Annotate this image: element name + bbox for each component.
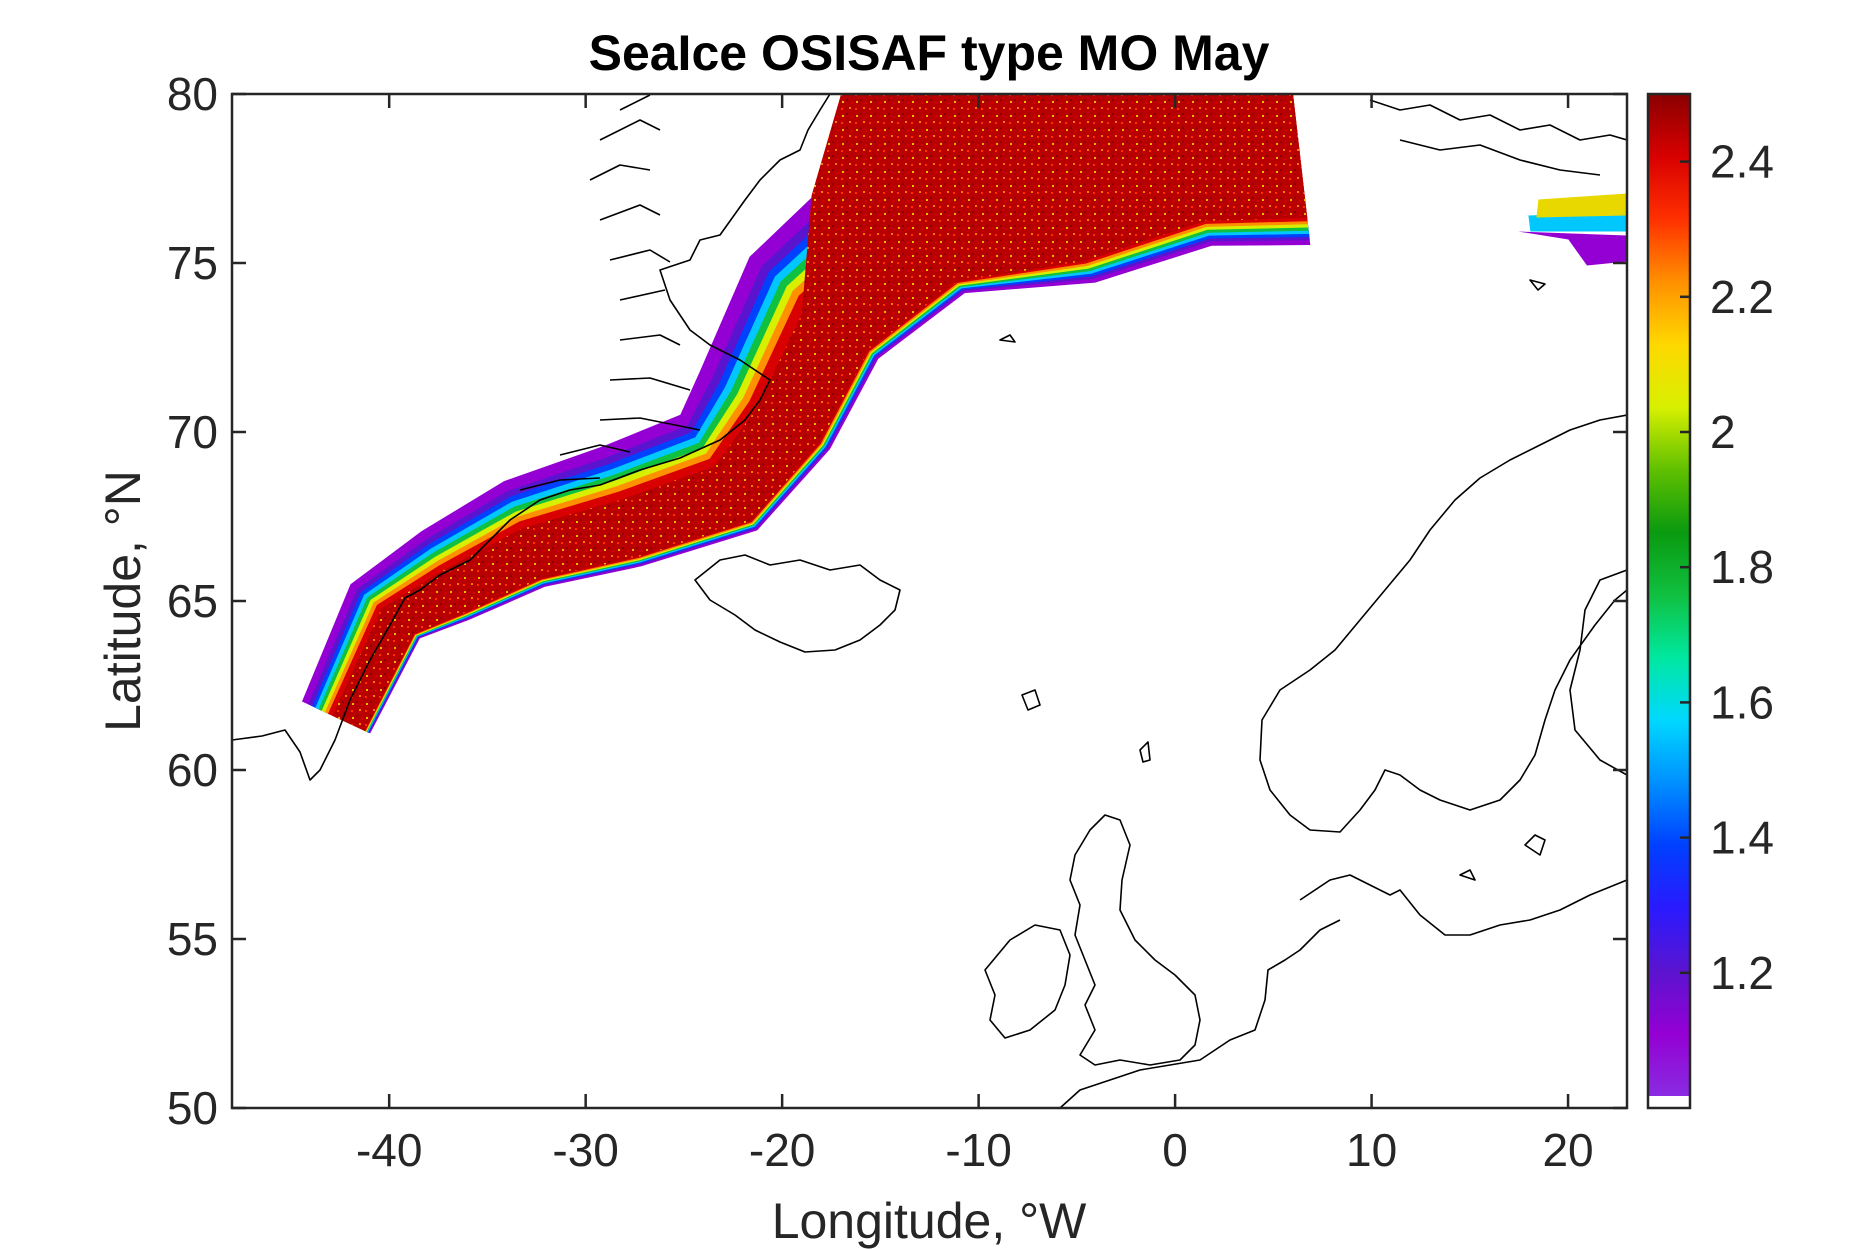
ice-contour-band: [332, 94, 1308, 731]
x-tick-label: -20: [749, 1124, 815, 1176]
chart-title: SeaIce OSISAF type MO May: [589, 25, 1270, 81]
colorbar-frame: [1646, 92, 1692, 1110]
iceland-coast: [694, 554, 901, 653]
colorbar-tick-label: 2.4: [1710, 136, 1774, 188]
colorbar-tick-label: 1.4: [1710, 812, 1774, 864]
y-tick-label: 65: [167, 575, 218, 627]
great-britain-coast: [1069, 814, 1201, 1066]
svalbard-coast: [1369, 99, 1627, 291]
y-tick-label: 80: [167, 68, 218, 120]
y-tick-label: 70: [167, 406, 218, 458]
coastlines: [232, 94, 1627, 1108]
x-tick-label: -10: [945, 1124, 1011, 1176]
baltic-coast: [1299, 834, 1627, 936]
colorbar-tick-label: 2: [1710, 406, 1736, 458]
x-axis-label: Longitude, °W: [772, 1193, 1087, 1249]
sea-ice-field: [302, 94, 1627, 734]
colorbar-tick-label: 2.2: [1710, 271, 1774, 323]
x-tick-label: -40: [356, 1124, 422, 1176]
svalbard-ice-core: [1536, 193, 1627, 218]
y-tick-label: 55: [167, 913, 218, 965]
continental-europe-coast: [1059, 919, 1341, 1108]
x-tick-label: 0: [1162, 1124, 1188, 1176]
faroe-shetland-coast: [999, 334, 1151, 763]
greenland-coast: [232, 94, 831, 781]
colorbar-tick-label: 1.2: [1710, 947, 1774, 999]
x-tick-label: 20: [1542, 1124, 1593, 1176]
y-axis-label: Latitude, °N: [95, 470, 151, 732]
y-tick-label: 60: [167, 744, 218, 796]
y-tick-label: 50: [167, 1082, 218, 1134]
colorbar: 1.2 1.4 1.6 1.8 2 2.2 2.4: [1646, 92, 1774, 1110]
colorbar-gradient: [1648, 94, 1690, 1108]
colorbar-tick-label: 1.6: [1710, 676, 1774, 728]
x-axis-ticks: -40 -30 -20 -10 0 10 20: [356, 94, 1594, 1176]
ice-dense-pack: [801, 94, 1293, 314]
colorbar-ticks: 1.2 1.4 1.6 1.8 2 2.2 2.4: [1680, 136, 1774, 999]
x-tick-label: -30: [552, 1124, 618, 1176]
x-tick-label: 10: [1346, 1124, 1397, 1176]
svalbard-ice-edge: [1518, 231, 1627, 266]
y-axis-ticks: 50 55 60 65 70 75 80: [167, 68, 1627, 1134]
ireland-coast: [984, 924, 1071, 1039]
y-tick-label: 75: [167, 237, 218, 289]
scandinavia-coast: [1259, 414, 1627, 833]
colorbar-tick-label: 1.8: [1710, 541, 1774, 593]
